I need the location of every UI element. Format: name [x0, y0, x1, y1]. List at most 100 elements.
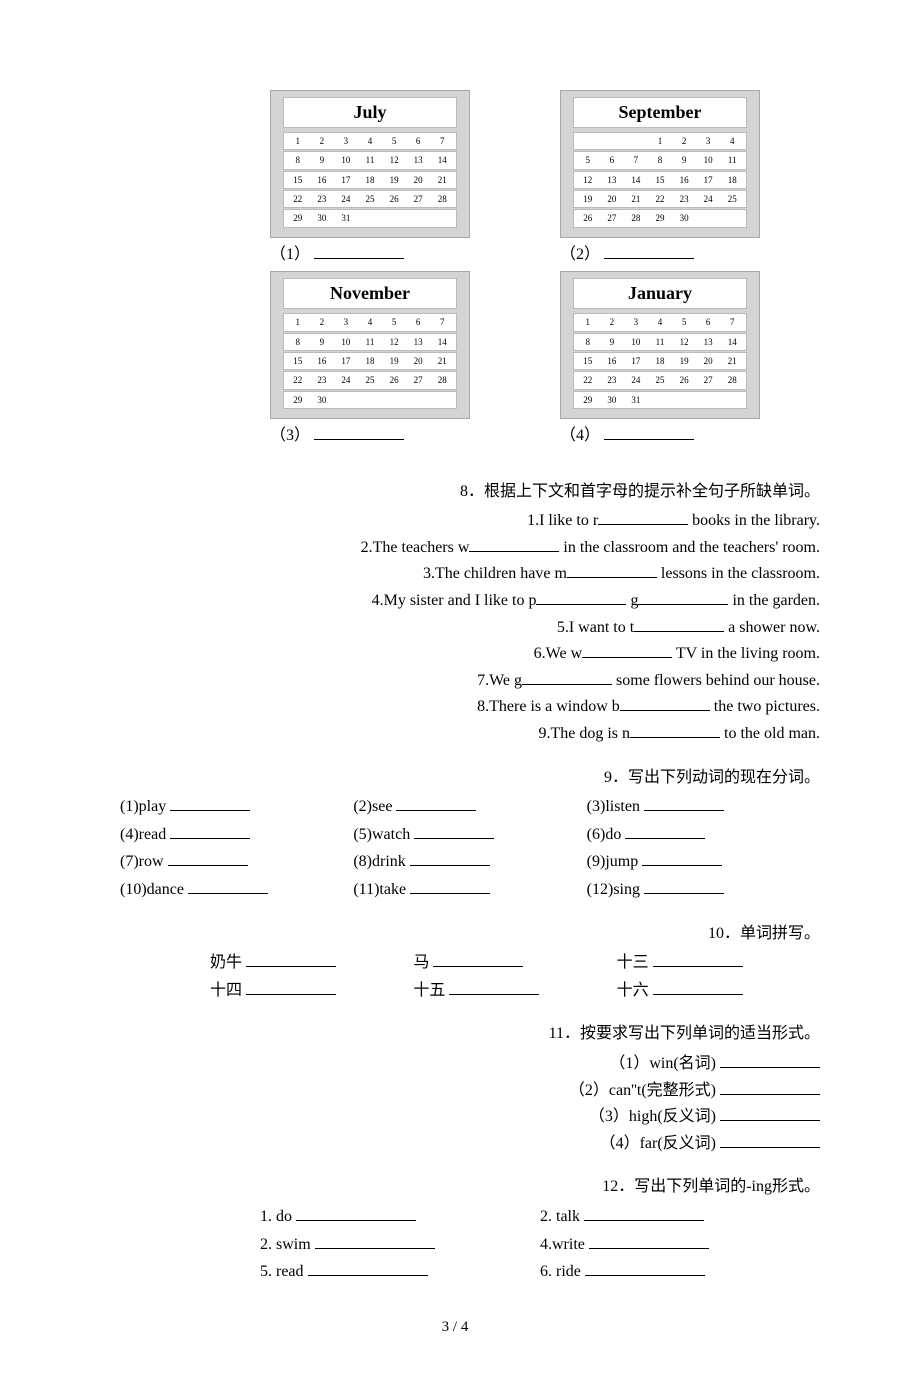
- fill-blank[interactable]: [638, 589, 728, 605]
- calendar-row: 22232425262728: [283, 190, 457, 208]
- fill-blank[interactable]: [396, 795, 476, 811]
- fill-blank[interactable]: [625, 823, 705, 839]
- q8-text-mid: g: [626, 592, 638, 609]
- calendar-day: 23: [672, 192, 696, 206]
- calendar-day: 30: [310, 211, 334, 225]
- calendar-day: 21: [624, 192, 648, 206]
- calendar-day: 18: [358, 354, 382, 368]
- word-label: 十三: [617, 954, 653, 971]
- fill-blank[interactable]: [296, 1205, 416, 1221]
- fill-blank[interactable]: [653, 979, 743, 995]
- calendar-day: 15: [286, 354, 310, 368]
- calendar-day: 16: [310, 354, 334, 368]
- calendar-day: 19: [382, 354, 406, 368]
- fill-blank[interactable]: [410, 850, 490, 866]
- calendar-day: 17: [334, 354, 358, 368]
- fill-blank[interactable]: [246, 951, 336, 967]
- fill-blank[interactable]: [168, 850, 248, 866]
- fill-blank[interactable]: [314, 424, 404, 440]
- word-label: (2)see: [353, 798, 396, 815]
- calendar-row: 22232425262728: [573, 371, 747, 389]
- word-item: 6. ride: [540, 1259, 820, 1285]
- calendar-day: 24: [334, 373, 358, 387]
- fill-blank[interactable]: [720, 1132, 820, 1148]
- fill-blank[interactable]: [620, 695, 710, 711]
- calendar-label: （2）: [560, 242, 790, 268]
- q8-text-post: some flowers behind our house.: [612, 672, 820, 689]
- calendar-cell: November12345678910111213141516171819202…: [270, 271, 500, 448]
- fill-blank[interactable]: [585, 1260, 705, 1276]
- fill-blank[interactable]: [584, 1205, 704, 1221]
- calendar-day: 6: [406, 134, 430, 148]
- calendar-day: 14: [430, 335, 454, 349]
- q8-line: 4.My sister and I like to p g in the gar…: [90, 588, 820, 614]
- word-label: (10)dance: [120, 881, 188, 898]
- calendar-day: 23: [310, 192, 334, 206]
- calendar-day: 4: [358, 134, 382, 148]
- calendar-day: 2: [310, 315, 334, 329]
- fill-blank[interactable]: [410, 878, 490, 894]
- calendar-day: 4: [720, 134, 744, 148]
- fill-blank[interactable]: [449, 979, 539, 995]
- fill-blank[interactable]: [630, 722, 720, 738]
- fill-blank[interactable]: [414, 823, 494, 839]
- calendar-day: 20: [696, 354, 720, 368]
- fill-blank[interactable]: [433, 951, 523, 967]
- calendar-day: 17: [624, 354, 648, 368]
- calendar-day: 12: [576, 173, 600, 187]
- q8-text-post: in the garden.: [728, 592, 820, 609]
- calendar-day: 30: [600, 393, 624, 407]
- q8-line: 5.I want to t a shower now.: [90, 615, 820, 641]
- fill-blank[interactable]: [188, 878, 268, 894]
- fill-blank[interactable]: [634, 616, 724, 632]
- calendar-day: 10: [624, 335, 648, 349]
- calendar-day: 22: [648, 192, 672, 206]
- calendar-day: 12: [382, 153, 406, 167]
- calendar-day: 3: [624, 315, 648, 329]
- fill-blank[interactable]: [308, 1260, 428, 1276]
- fill-blank[interactable]: [567, 562, 657, 578]
- calendar-day: 24: [696, 192, 720, 206]
- fill-blank[interactable]: [469, 536, 559, 552]
- calendar-day: 27: [406, 192, 430, 206]
- word-item: 4.write: [540, 1232, 820, 1258]
- fill-blank[interactable]: [598, 509, 688, 525]
- fill-blank[interactable]: [246, 979, 336, 995]
- fill-blank[interactable]: [653, 951, 743, 967]
- word-item: 十五: [413, 978, 616, 1004]
- fill-blank[interactable]: [522, 669, 612, 685]
- fill-blank[interactable]: [720, 1105, 820, 1121]
- fill-blank[interactable]: [170, 823, 250, 839]
- calendar-day: 1: [648, 134, 672, 148]
- fill-blank[interactable]: [720, 1079, 820, 1095]
- fill-blank[interactable]: [315, 1233, 435, 1249]
- word-item: (9)jump: [587, 849, 820, 875]
- calendar-day: 10: [696, 153, 720, 167]
- calendar-grid: July123456789101112131415161718192021222…: [270, 90, 790, 449]
- word-item: （3）high(反义词): [90, 1104, 820, 1130]
- word-item: (2)see: [353, 794, 586, 820]
- fill-blank[interactable]: [644, 878, 724, 894]
- calendar-day: 27: [696, 373, 720, 387]
- fill-blank[interactable]: [604, 424, 694, 440]
- word-item: (1)play: [120, 794, 353, 820]
- calendar-day: 29: [286, 211, 310, 225]
- calendar-day: 26: [672, 373, 696, 387]
- fill-blank[interactable]: [536, 589, 626, 605]
- calendar-day: 29: [576, 393, 600, 407]
- fill-blank[interactable]: [314, 243, 404, 259]
- word-item: 2. swim: [260, 1232, 540, 1258]
- calendar-day: 6: [406, 315, 430, 329]
- fill-blank[interactable]: [604, 243, 694, 259]
- fill-blank[interactable]: [644, 795, 724, 811]
- q8-text-pre: 9.The dog is n: [538, 725, 630, 742]
- calendar-day: 15: [648, 173, 672, 187]
- fill-blank[interactable]: [642, 850, 722, 866]
- word-label: (9)jump: [587, 853, 643, 870]
- word-item: 1. do: [260, 1204, 540, 1230]
- fill-blank[interactable]: [720, 1052, 820, 1068]
- word-item: 马: [413, 950, 616, 976]
- fill-blank[interactable]: [170, 795, 250, 811]
- fill-blank[interactable]: [589, 1233, 709, 1249]
- fill-blank[interactable]: [582, 642, 672, 658]
